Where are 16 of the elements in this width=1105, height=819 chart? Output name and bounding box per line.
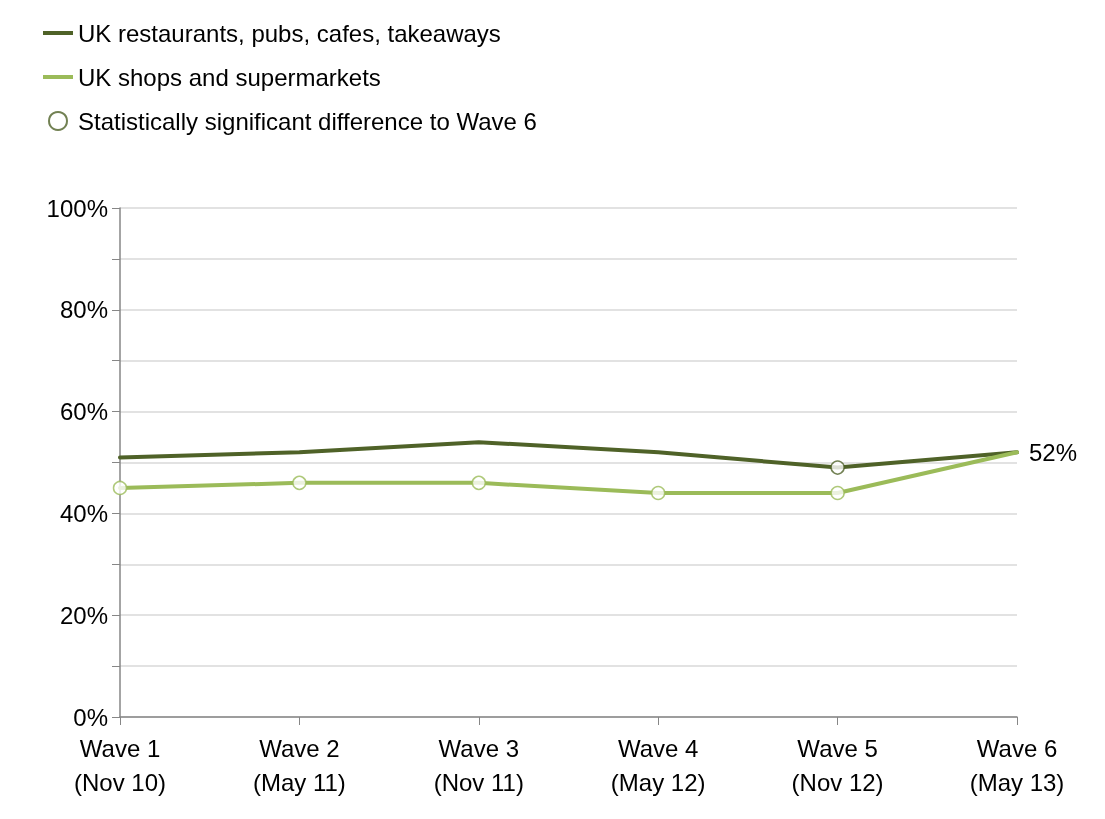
x-tick-label: Wave 3 (Nov 11) [433,734,524,796]
y-tick-label: 60% [59,398,108,426]
legend-label: UK restaurants, pubs, cafes, takeaways [78,19,501,47]
legend-label: UK shops and supermarkets [78,63,381,91]
data-label: 52% [1029,438,1078,466]
y-tick-label: 80% [59,296,108,324]
y-tick-label: 0% [73,703,108,731]
x-tick-label: Wave 1 (Nov 10) [73,734,167,796]
y-tick-label: 20% [59,601,108,629]
legend-label: Statistically significant difference to Wave 6 [78,107,537,135]
x-tick-label: Wave 6 (May 13) [969,734,1065,796]
x-tick-label: Wave 2 (May 11) [252,734,346,796]
y-tick-label: 40% [59,499,108,527]
y-tick-label: 100% [46,194,108,222]
x-tick-label: Wave 4 (May 12) [610,734,706,796]
x-tick-label: Wave 5 (Nov 12) [791,734,884,796]
